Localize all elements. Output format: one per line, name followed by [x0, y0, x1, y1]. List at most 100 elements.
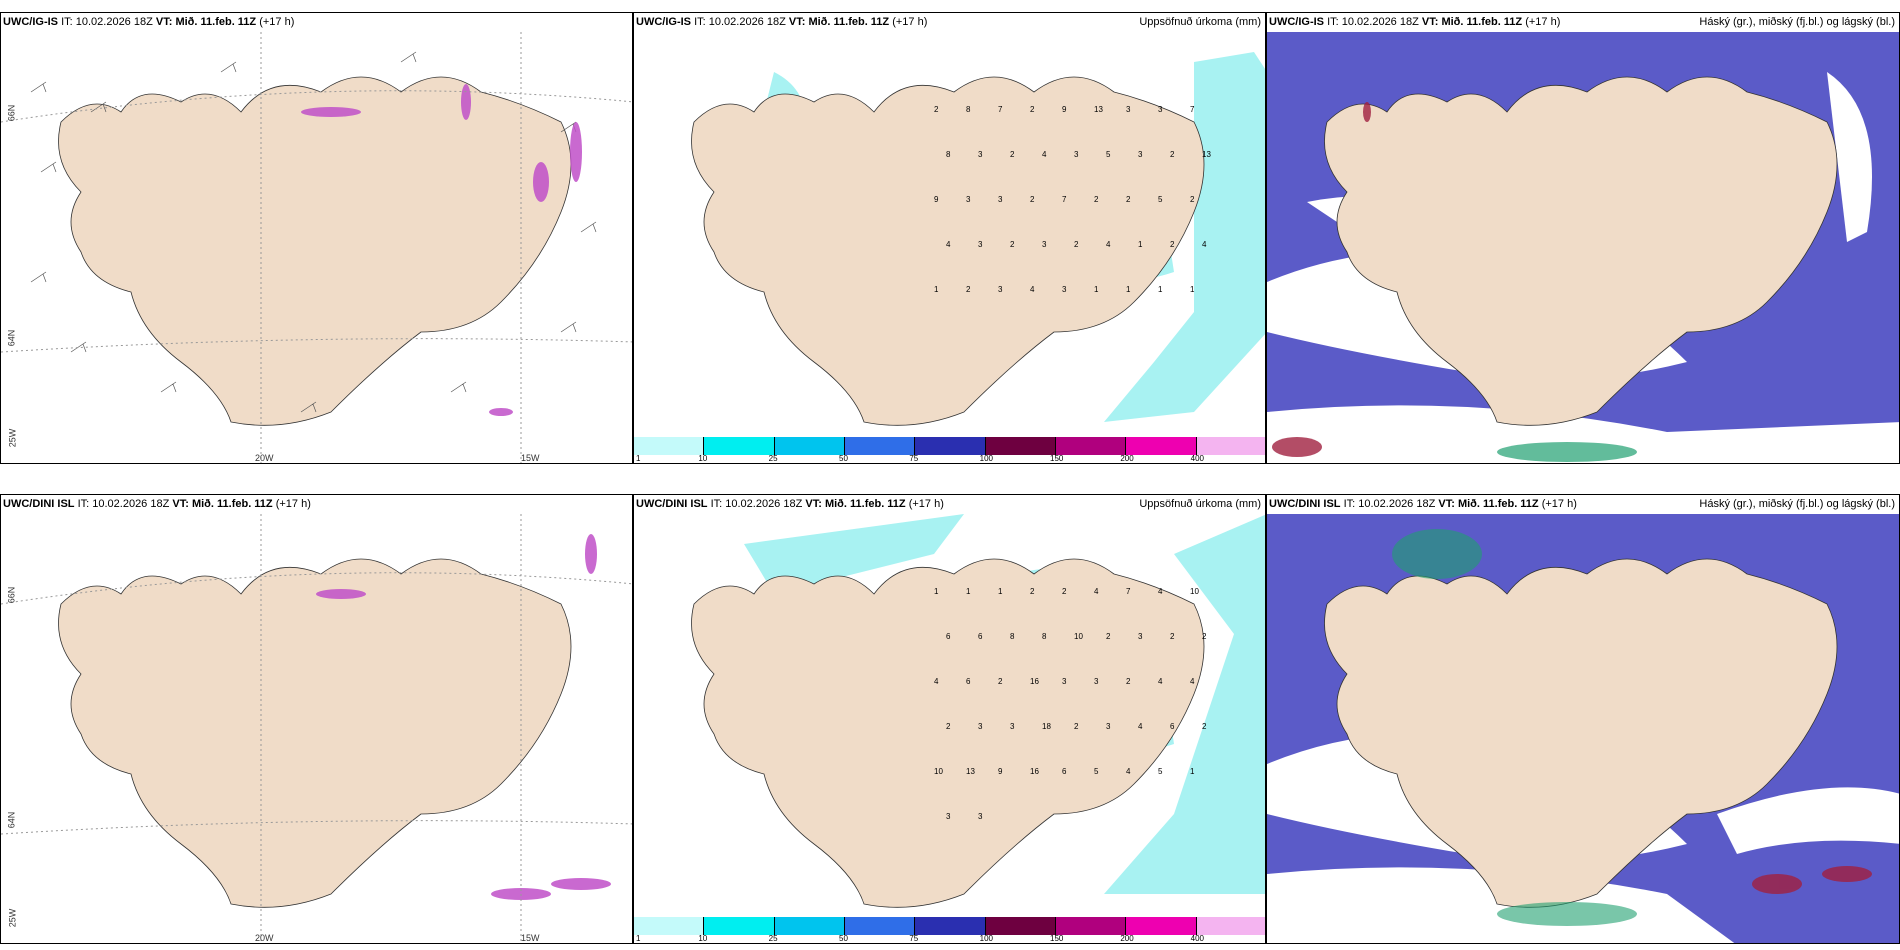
panel-header: UWC/DINI ISL IT: 10.02.2026 18Z VT: Mið.… — [1267, 495, 1899, 513]
precip-value: 13 — [1094, 105, 1103, 114]
colorbar-swatch — [1126, 917, 1197, 935]
colorbar-swatch — [1056, 917, 1127, 935]
model-name: UWC/IG-IS — [1269, 16, 1324, 28]
precip-value: 3 — [998, 195, 1003, 204]
lon-label-25: 25W — [7, 908, 18, 928]
colorbar-label: 400 — [1190, 934, 1205, 943]
colorbar-label: 150 — [1050, 934, 1064, 943]
vt-label: VT: — [1438, 498, 1455, 510]
precip-value: 3 — [978, 150, 983, 159]
precip-value: 2 — [1126, 677, 1131, 686]
precip-value: 5 — [1094, 767, 1099, 776]
colorbar-label: 200 — [1120, 934, 1134, 943]
colorbar-label: 200 — [1120, 454, 1134, 463]
colorbar-label: 100 — [979, 934, 994, 943]
model-name: UWC/DINI ISL — [636, 498, 708, 510]
lead-time: (+17 h) — [908, 498, 944, 510]
it-label: IT: — [77, 498, 90, 510]
precip-value: 3 — [966, 195, 971, 204]
precip-value: 4 — [1094, 587, 1099, 596]
colorbar-swatch — [634, 917, 705, 935]
precip-value: 2 — [1030, 587, 1035, 596]
precip-value: 7 — [1190, 105, 1195, 114]
panel-cloud-bottom: UWC/DINI ISL IT: 10.02.2026 18Z VT: Mið.… — [1266, 494, 1900, 944]
high-cloud-areas — [1392, 529, 1637, 926]
precip-value: 3 — [1074, 150, 1079, 159]
precip-value: 13 — [1202, 150, 1211, 159]
precip-value-labels: 2 8 7 2 9 13 3 3 78 3 2 4 3 5 3 2 139 3 3 2 7 2 2 5 24 3 2 3 2 4 1 2 41 2… — [934, 105, 1211, 294]
precip-value: 2 — [966, 285, 971, 294]
precip-value: 1 — [1190, 767, 1195, 776]
colorbar-swatch — [1126, 437, 1197, 455]
colorbar-swatch — [845, 917, 916, 935]
lat-label-64: 64N — [6, 329, 17, 347]
colorbar-swatch — [915, 437, 986, 455]
panel-title: Háský (gr.), miðský (fj.bl.) og lágský (… — [1699, 498, 1895, 510]
precip-map: 1 1 1 2 2 4 7 4 106 6 8 8 10 2 3 2 24 6 2 16 3 3 2 4 42 3 3 18 2 3 4 6 2… — [691, 514, 1265, 908]
precip-value: 4 — [1106, 240, 1111, 249]
precip-value: 3 — [1010, 722, 1015, 731]
lat-label-66: 66N — [6, 586, 17, 604]
valid-time: Mið. 11.feb. 11Z — [808, 16, 890, 28]
precip-value: 6 — [978, 632, 983, 641]
precip-value: 2 — [1190, 195, 1195, 204]
colorbar-swatch — [774, 917, 845, 935]
vt-label: VT: — [1421, 16, 1439, 28]
precip-value: 3 — [978, 240, 983, 249]
colorbar-swatch — [985, 917, 1056, 935]
precip-value: 1 — [1138, 240, 1143, 249]
precip-value: 1 — [1126, 285, 1131, 294]
init-time: 10.02.2026 18Z — [708, 16, 786, 28]
precip-value: 10 — [1074, 632, 1083, 641]
precip-value: 3 — [978, 812, 983, 821]
lead-time: (+17 h) — [275, 498, 311, 510]
precip-value: 2 — [1202, 722, 1207, 731]
precip-value: 4 — [946, 240, 951, 249]
precip-value: 10 — [1190, 587, 1199, 596]
precip-value: 1 — [998, 587, 1003, 596]
panel-header: UWC/IG-IS IT: 10.02.2026 18Z VT: Mið. 11… — [1, 13, 632, 31]
vt-label: VT: — [788, 16, 806, 28]
precip-value: 2 — [1126, 195, 1131, 204]
init-time: 10.02.2026 18Z — [725, 498, 803, 510]
valid-time: Mið. 11.feb. 11Z — [175, 16, 257, 28]
precip-value: 3 — [1062, 677, 1067, 686]
precip-value: 1 — [1094, 285, 1099, 294]
precip-value: 2 — [1170, 240, 1175, 249]
precip-value: 2 — [1030, 195, 1035, 204]
panel-wind-top: UWC/IG-IS IT: 10.02.2026 18Z VT: Mið. 11… — [0, 12, 633, 464]
precip-value: 3 — [998, 285, 1003, 294]
panel-cloud-top: UWC/IG-IS IT: 10.02.2026 18Z VT: Mið. 11… — [1266, 12, 1900, 464]
colorbar-label: 25 — [768, 934, 778, 943]
lon-label-25: 25W — [7, 428, 18, 448]
init-time: 10.02.2026 18Z — [1358, 498, 1436, 510]
precip-value: 1 — [1158, 285, 1163, 294]
panel-wind-bottom: UWC/DINI ISL IT: 10.02.2026 18Z VT: Mið.… — [0, 494, 633, 944]
precip-value: 4 — [1202, 240, 1207, 249]
precip-value: 3 — [978, 722, 983, 731]
colorbar-swatch — [704, 437, 775, 455]
cloud-map — [1267, 514, 1899, 943]
colorbar-label: 400 — [1190, 454, 1205, 463]
colorbar-swatch — [915, 917, 986, 935]
precip-value: 2 — [1094, 195, 1099, 204]
panel-header: UWC/DINI ISL IT: 10.02.2026 18Z VT: Mið.… — [1, 495, 632, 513]
lead-time: (+17 h) — [1541, 498, 1577, 510]
model-name: UWC/IG-IS — [636, 16, 691, 28]
colorbar-label: 50 — [839, 454, 848, 463]
precip-value: 3 — [1138, 632, 1143, 641]
precip-value: 3 — [1042, 240, 1047, 249]
precip-value: 18 — [1042, 722, 1051, 731]
it-label: IT: — [61, 16, 73, 28]
precip-value: 5 — [1158, 767, 1163, 776]
colorbar-label: 1 — [636, 934, 641, 943]
precip-value: 2 — [1074, 240, 1079, 249]
precip-value: 7 — [998, 105, 1003, 114]
precip-value-labels: 1 1 1 2 2 4 7 4 106 6 8 8 10 2 3 2 24 6 2 16 3 3 2 4 42 3 3 18 2 3 4 6 2… — [934, 587, 1207, 821]
precip-map: 2 8 7 2 9 13 3 3 78 3 2 4 3 5 3 2 139 3 3 2 7 2 2 5 24 3 2 3 2 4 1 2 41 2… — [691, 52, 1265, 426]
precip-value: 4 — [1158, 587, 1163, 596]
lead-time: (+17 h) — [892, 16, 928, 28]
wind-map — [1, 514, 632, 943]
lon-label-15: 15W — [521, 453, 540, 463]
panel-header: UWC/DINI ISL IT: 10.02.2026 18Z VT: Mið.… — [634, 495, 1265, 513]
